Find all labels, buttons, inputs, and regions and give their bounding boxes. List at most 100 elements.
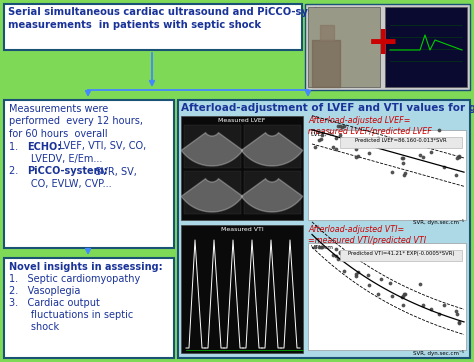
Point — [317, 136, 325, 142]
Point — [386, 280, 394, 286]
Point — [377, 276, 385, 282]
FancyBboxPatch shape — [181, 116, 303, 220]
FancyBboxPatch shape — [305, 4, 470, 90]
FancyBboxPatch shape — [308, 130, 466, 220]
Text: 3.   Cardiac output: 3. Cardiac output — [9, 298, 100, 308]
Point — [364, 272, 372, 278]
Point — [374, 291, 382, 297]
Point — [338, 124, 346, 130]
Polygon shape — [181, 133, 243, 166]
Polygon shape — [241, 179, 303, 212]
Point — [399, 302, 407, 308]
Point — [399, 160, 407, 166]
Point — [435, 127, 442, 132]
Point — [334, 123, 342, 129]
Point — [336, 123, 344, 129]
Text: PiCCO-system:: PiCCO-system: — [27, 167, 108, 177]
Text: SVR, SV,: SVR, SV, — [92, 167, 137, 177]
Point — [329, 144, 337, 150]
Text: Novel insights in assessing:: Novel insights in assessing: — [9, 262, 163, 272]
Point — [332, 253, 339, 259]
Point — [311, 144, 319, 150]
Point — [334, 256, 342, 262]
Point — [416, 152, 423, 158]
Point — [401, 291, 409, 297]
Text: Predicted LVEF=86.160-0.013*SVR: Predicted LVEF=86.160-0.013*SVR — [355, 139, 447, 143]
Point — [440, 164, 447, 169]
Text: 2.   Vasoplegia: 2. Vasoplegia — [9, 286, 81, 296]
Text: LVEDV, E/Em...: LVEDV, E/Em... — [9, 154, 102, 164]
Point — [365, 282, 373, 288]
Point — [315, 137, 323, 143]
FancyBboxPatch shape — [4, 100, 174, 248]
Point — [419, 303, 427, 308]
FancyBboxPatch shape — [184, 171, 241, 214]
Point — [340, 123, 348, 129]
Polygon shape — [181, 179, 243, 212]
Point — [456, 154, 463, 160]
Point — [353, 146, 360, 152]
Point — [453, 308, 460, 314]
Text: SVR, dyn.sec.cm⁻⁵: SVR, dyn.sec.cm⁻⁵ — [413, 219, 464, 225]
Text: Afterload-adjustment of LVEF and VTI values for given SVR: Afterload-adjustment of LVEF and VTI val… — [181, 103, 474, 113]
FancyBboxPatch shape — [184, 125, 241, 168]
FancyBboxPatch shape — [244, 171, 301, 214]
Point — [336, 249, 344, 255]
Text: LVEF, %: LVEF, % — [311, 132, 334, 137]
Point — [329, 252, 337, 258]
Point — [336, 132, 344, 138]
Point — [398, 294, 406, 299]
Text: fluctuations in septic: fluctuations in septic — [9, 310, 133, 320]
FancyBboxPatch shape — [4, 258, 174, 358]
Point — [453, 155, 460, 161]
Point — [332, 246, 339, 252]
Text: SVR, dyn.sec.cm⁻⁵: SVR, dyn.sec.cm⁻⁵ — [413, 350, 464, 356]
Point — [400, 293, 407, 299]
Point — [428, 149, 435, 155]
Point — [353, 271, 360, 277]
Text: CO, EVLW, CVP...: CO, EVLW, CVP... — [9, 179, 111, 189]
Text: ECHO:: ECHO: — [27, 142, 61, 152]
FancyBboxPatch shape — [244, 125, 301, 168]
Point — [455, 153, 463, 159]
Text: +: + — [367, 24, 399, 62]
Point — [353, 273, 360, 279]
Polygon shape — [241, 133, 303, 166]
Text: Predicted VTI=41.21* EXP(-0.0005*SVR): Predicted VTI=41.21* EXP(-0.0005*SVR) — [348, 252, 454, 257]
FancyBboxPatch shape — [4, 4, 302, 50]
Point — [364, 141, 372, 147]
Point — [453, 311, 460, 317]
Point — [400, 155, 407, 161]
FancyBboxPatch shape — [340, 137, 462, 148]
Text: Serial simultaneous cardiac ultrasound and PiCCO-system
measurements  in patient: Serial simultaneous cardiac ultrasound a… — [8, 7, 336, 30]
Point — [401, 170, 409, 176]
Point — [377, 139, 385, 144]
Point — [374, 135, 382, 141]
Text: 2.: 2. — [9, 167, 27, 177]
Point — [315, 244, 323, 250]
Point — [355, 269, 362, 275]
Text: Measured VTI: Measured VTI — [220, 227, 264, 232]
Point — [386, 139, 394, 145]
Text: Measurements were: Measurements were — [9, 104, 108, 114]
Text: for 60 hours  overall: for 60 hours overall — [9, 129, 108, 139]
Point — [338, 256, 346, 262]
Text: Measured LVEF: Measured LVEF — [219, 118, 266, 123]
Point — [318, 244, 326, 250]
FancyBboxPatch shape — [308, 243, 466, 350]
Point — [453, 172, 460, 178]
Point — [388, 169, 396, 175]
FancyBboxPatch shape — [178, 100, 470, 358]
Point — [332, 136, 339, 142]
Point — [401, 172, 408, 178]
Point — [440, 303, 447, 308]
Text: 1.: 1. — [9, 142, 27, 152]
Text: LVEF, VTI, SV, CO,: LVEF, VTI, SV, CO, — [56, 142, 146, 152]
Point — [435, 311, 442, 317]
Point — [419, 154, 427, 160]
FancyBboxPatch shape — [308, 7, 380, 87]
Text: shock: shock — [9, 322, 59, 332]
Point — [456, 320, 463, 326]
Point — [365, 151, 373, 156]
FancyBboxPatch shape — [181, 225, 303, 353]
